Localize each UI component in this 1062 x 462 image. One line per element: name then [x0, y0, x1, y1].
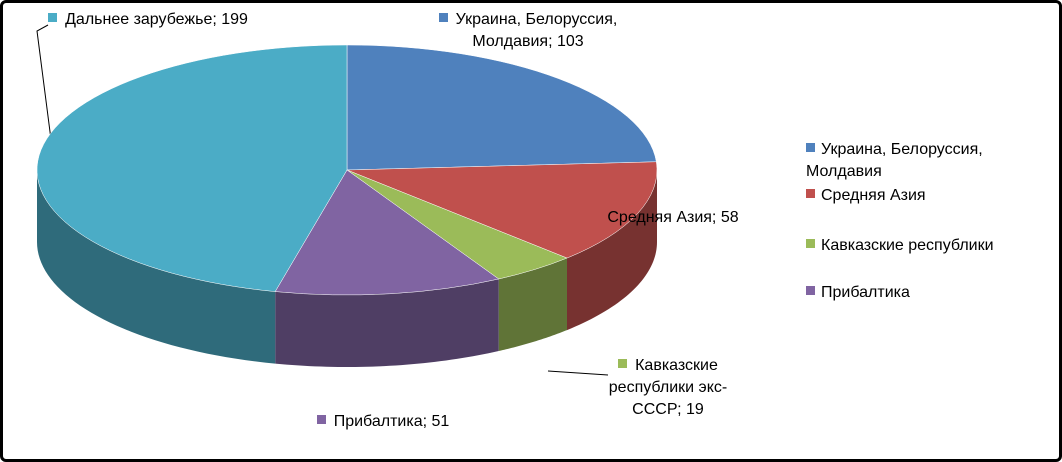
- slice-side: [498, 258, 568, 352]
- slice: [274, 169, 500, 296]
- legend-label: Прибалтика: [821, 284, 910, 301]
- data-label: Дальнее зарубежье; 199: [33, 9, 263, 31]
- legend-swatch: [806, 143, 815, 152]
- slice: [36, 44, 348, 292]
- legend-label: Средняя Азия: [821, 187, 926, 204]
- legend-item: Прибалтика: [806, 282, 1046, 304]
- legend-item: Кавказские республики: [806, 235, 1046, 257]
- data-label: Кавказские республики экс-СССР; 19: [603, 355, 733, 421]
- pie-plot: [36, 24, 658, 376]
- label-swatch: [316, 415, 326, 424]
- data-label-text: Кавказские республики экс-СССР; 19: [608, 357, 728, 418]
- slice: [346, 161, 658, 259]
- legend-item: Средняя Азия: [806, 185, 1046, 207]
- label-swatch: [438, 13, 448, 22]
- data-label: Прибалтика; 51: [303, 411, 463, 433]
- legend-swatch: [806, 239, 815, 248]
- data-label: Средняя Азия; 58: [588, 207, 758, 229]
- slice-side: [275, 279, 499, 367]
- label-swatch: [48, 13, 58, 22]
- legend-label: Украина, Белоруссия, Молдавия: [806, 141, 983, 180]
- data-label: Украина, Белоруссия, Молдавия; 103: [403, 9, 653, 53]
- slice-side: [567, 170, 657, 331]
- data-label-text: Средняя Азия; 58: [607, 209, 739, 226]
- leader-line: [36, 24, 54, 156]
- legend-swatch: [806, 286, 815, 295]
- data-label-text: Украина, Белоруссия, Молдавия; 103: [455, 11, 618, 50]
- label-swatch: [618, 359, 628, 368]
- data-label-text: Прибалтика; 51: [333, 413, 450, 430]
- slice: [346, 44, 657, 171]
- legend-item: Украина, Белоруссия, Молдавия: [806, 139, 1046, 183]
- leader-line: [547, 370, 609, 376]
- legend-swatch: [806, 189, 815, 198]
- slice-side: [37, 170, 276, 364]
- data-label-text: Дальнее зарубежье; 199: [65, 11, 248, 28]
- legend-label: Кавказские республики: [821, 237, 994, 254]
